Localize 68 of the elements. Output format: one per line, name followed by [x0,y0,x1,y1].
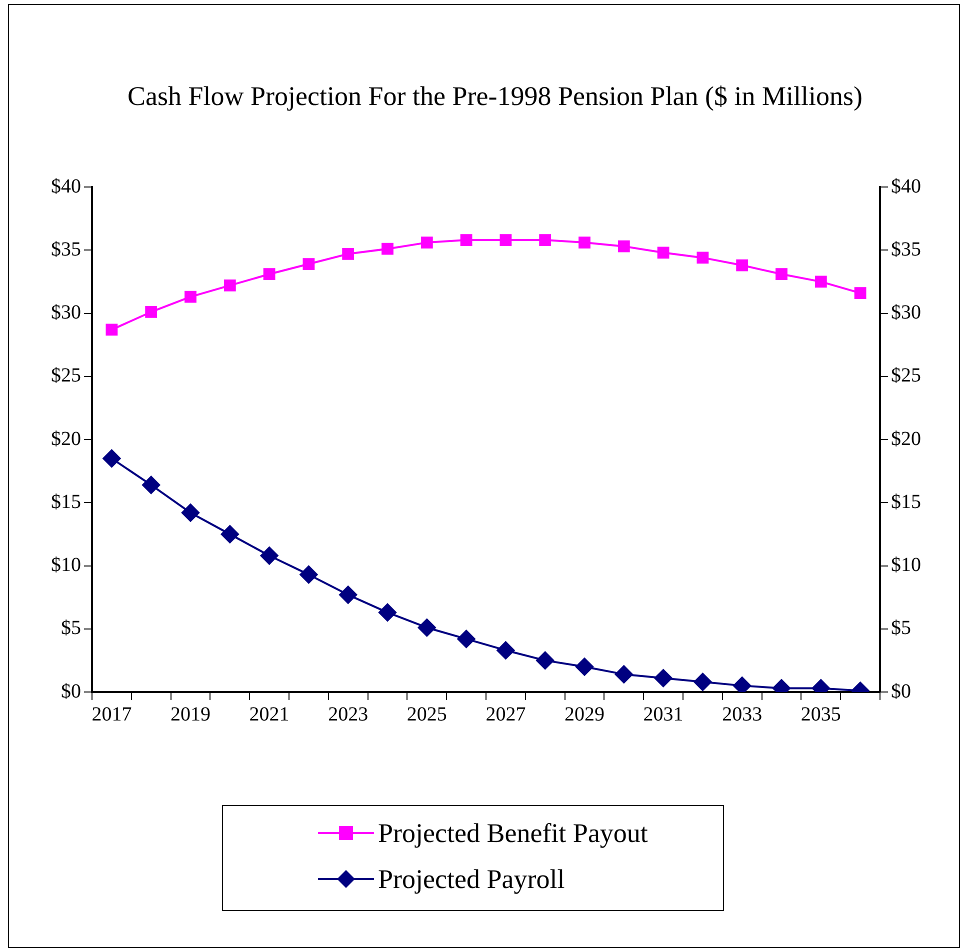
point [339,586,358,604]
point [260,546,278,565]
y-tick-label: $30 [51,302,81,324]
point [457,630,476,648]
y2-tick-label: $10 [891,554,921,576]
point [420,236,433,248]
point [382,242,394,255]
y2-tick-label: $15 [891,490,921,513]
y-tick-label: $5 [61,617,81,640]
point [618,240,630,252]
point [496,641,515,660]
y2-tick-label: $30 [891,302,921,324]
point [300,566,318,584]
point [854,287,866,299]
point [576,658,594,676]
x-tick-label: 2027 [486,703,526,726]
point [536,651,554,670]
y2-tick-label: $40 [891,175,921,198]
legend-label: Projected Payroll [378,864,565,894]
y-tick-label: $20 [51,428,81,450]
y-tick-label: $10 [51,554,81,576]
legend-label: Projected Benefit Payout [378,818,648,848]
y-tick-label: $0 [61,680,81,702]
y-tick-label: $25 [51,364,81,387]
chart-title: Cash Flow Projection For the Pre-1998 Pension Plan ($ in Millions) [126,80,864,113]
y2-tick-label: $20 [891,428,921,450]
point [814,276,827,288]
x-tick-label: 2025 [406,703,447,726]
y-tick-label: $40 [51,175,81,198]
y2-tick-label: $35 [891,238,921,260]
x-tick-label: 2033 [722,703,762,726]
point [182,504,200,522]
point [539,234,552,246]
point [342,248,354,260]
point [106,324,118,336]
y-tick-label: $35 [51,238,81,260]
point [378,603,396,622]
point [102,449,121,468]
x-tick-label: 2029 [564,703,604,726]
point [263,268,276,280]
x-tick-label: 2017 [92,703,132,726]
point [460,234,472,246]
x-tick-label: 2031 [643,703,684,726]
point [696,252,709,264]
x-tick-label: 2035 [800,703,841,726]
point [578,236,590,248]
point [145,306,158,318]
point [500,234,512,246]
point [184,290,196,303]
y-tick-label: $15 [51,490,81,513]
point [418,618,436,637]
point [657,246,670,259]
point [142,476,160,494]
y2-tick-label: $0 [891,680,911,702]
x-tick-label: 2021 [249,703,290,726]
point [736,259,748,272]
point [654,669,672,688]
y2-tick-label: $5 [891,617,911,640]
point [224,280,236,292]
x-tick-label: 2019 [170,703,210,726]
point [614,665,633,684]
y2-tick-label: $25 [891,364,921,387]
point [733,676,752,692]
point [220,525,239,544]
point [302,258,315,270]
point [694,672,712,691]
x-tick-label: 2023 [328,703,368,726]
point [776,268,788,280]
